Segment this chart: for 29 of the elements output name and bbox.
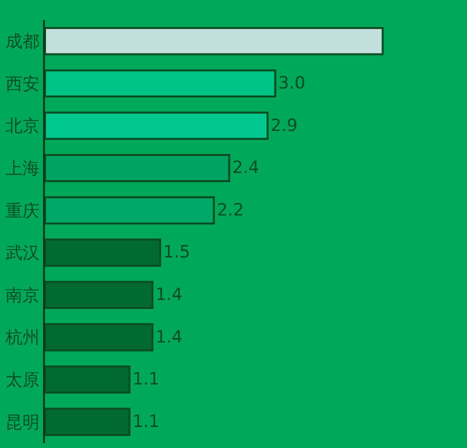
bar: [45, 112, 269, 140]
bar: [45, 238, 162, 267]
y-tick-label: 西安: [6, 74, 40, 94]
data-label: 2.4: [232, 158, 260, 178]
bar: [45, 280, 154, 310]
data-label: 1.1: [132, 412, 160, 432]
y-tick-label: 北京: [6, 116, 40, 137]
data-label: 1.4: [155, 284, 182, 305]
y-tick-label: 南京: [6, 286, 40, 306]
bar: [45, 196, 215, 224]
data-label: 1.5: [163, 242, 190, 263]
bar: [45, 27, 384, 56]
y-tick-label: 上海: [6, 159, 40, 179]
data-label: 1.1: [132, 370, 160, 390]
data-label: 2.9: [270, 116, 298, 136]
y-tick-label: 成都: [6, 32, 40, 52]
y-tick-label: 武汉: [6, 244, 40, 264]
y-tick-label: 昆明: [6, 412, 40, 433]
data-label: 1.4: [155, 327, 182, 348]
bar: [45, 69, 276, 98]
data-label: 3.0: [278, 73, 306, 94]
bar: [45, 323, 154, 352]
bar: [45, 154, 230, 182]
bar: [45, 408, 130, 436]
bar: [45, 365, 130, 394]
y-tick-label: 重庆: [6, 201, 40, 222]
y-tick-label: 杭州: [4, 328, 40, 348]
y-tick-label: 太原: [6, 370, 40, 390]
data-label: 2.2: [216, 200, 244, 220]
